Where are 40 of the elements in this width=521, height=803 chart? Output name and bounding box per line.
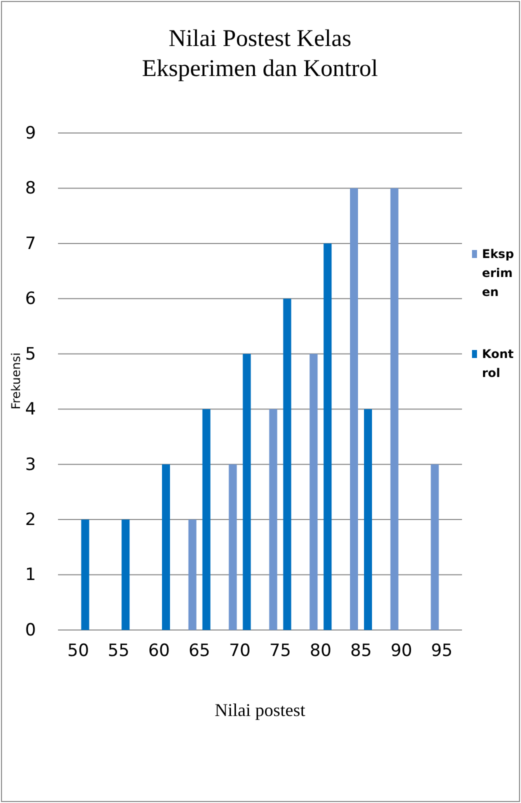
bar xyxy=(390,188,398,630)
bar xyxy=(269,409,278,630)
x-tick-label: 65 xyxy=(188,641,210,662)
chart-title: Nilai Postest Kelas Eksperimen dan Kontrol xyxy=(142,26,378,82)
y-tick-label: 3 xyxy=(25,454,36,475)
y-tick-label: 9 xyxy=(25,123,36,144)
bar xyxy=(283,298,292,630)
legend-label: Eksperimen xyxy=(482,247,514,299)
bar xyxy=(188,520,196,630)
y-tick-label: 2 xyxy=(25,510,36,530)
bar xyxy=(162,464,170,630)
y-tick-label: 5 xyxy=(25,344,36,364)
x-tick-label: 95 xyxy=(430,641,453,662)
x-tick-label: 85 xyxy=(350,641,372,662)
x-tick-label: 70 xyxy=(228,641,251,662)
bar xyxy=(122,520,130,630)
legend-label: Kontrol xyxy=(482,347,514,380)
x-tick-label: 80 xyxy=(310,641,332,662)
bar xyxy=(324,243,332,630)
y-tick-label: 4 xyxy=(25,400,36,420)
bar xyxy=(430,464,439,630)
x-tick-label: 75 xyxy=(269,641,292,662)
bar xyxy=(242,354,251,630)
y-tick-label: 6 xyxy=(25,289,36,310)
bar xyxy=(228,464,237,630)
bar xyxy=(81,520,90,630)
x-tick-label: 60 xyxy=(148,641,170,662)
y-tick-label: 7 xyxy=(25,234,36,254)
bar xyxy=(350,188,358,630)
y-axis-title: Frekuensi xyxy=(9,352,23,410)
y-tick-label: 0 xyxy=(25,620,36,640)
x-axis-title: Nilai postest xyxy=(214,700,306,720)
bar xyxy=(202,409,210,630)
x-tick-label: 50 xyxy=(67,641,90,662)
y-tick-label: 8 xyxy=(25,178,36,199)
y-tick-label: 1 xyxy=(25,565,36,586)
x-tick-label: 55 xyxy=(108,641,130,662)
x-tick-label: 90 xyxy=(390,641,412,662)
bar xyxy=(310,354,318,630)
bar xyxy=(364,409,372,630)
